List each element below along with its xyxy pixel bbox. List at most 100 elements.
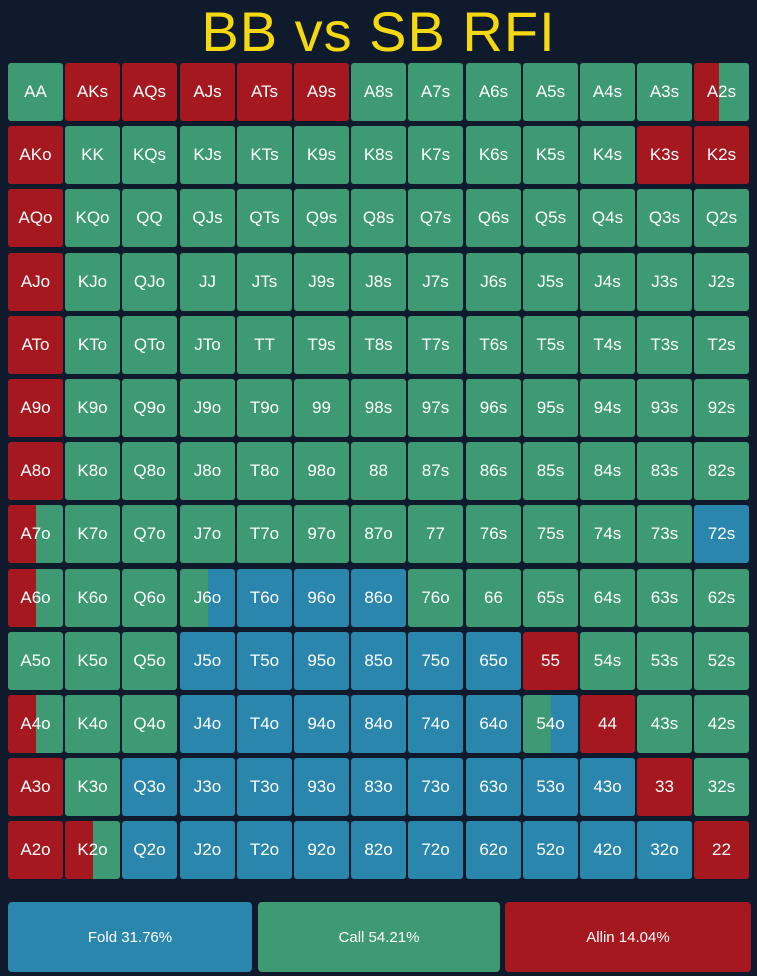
hand-cell-A4o[interactable]: A4o — [8, 695, 63, 753]
hand-cell-T4s[interactable]: T4s — [580, 316, 635, 374]
hand-cell-K4o[interactable]: K4o — [65, 695, 120, 753]
hand-cell-AQs[interactable]: AQs — [122, 63, 177, 121]
hand-cell-77[interactable]: 77 — [408, 505, 463, 563]
hand-cell-T6s[interactable]: T6s — [466, 316, 521, 374]
hand-cell-96o[interactable]: 96o — [294, 569, 349, 627]
hand-cell-A9o[interactable]: A9o — [8, 379, 63, 437]
hand-cell-Q2o[interactable]: Q2o — [122, 821, 177, 879]
hand-cell-J5s[interactable]: J5s — [523, 253, 578, 311]
hand-cell-84o[interactable]: 84o — [351, 695, 406, 753]
hand-cell-TT[interactable]: TT — [237, 316, 292, 374]
hand-cell-95s[interactable]: 95s — [523, 379, 578, 437]
hand-cell-KTs[interactable]: KTs — [237, 126, 292, 184]
hand-cell-K9s[interactable]: K9s — [294, 126, 349, 184]
hand-cell-K2s[interactable]: K2s — [694, 126, 749, 184]
hand-cell-87o[interactable]: 87o — [351, 505, 406, 563]
hand-cell-K2o[interactable]: K2o — [65, 821, 120, 879]
hand-cell-95o[interactable]: 95o — [294, 632, 349, 690]
hand-cell-J8o[interactable]: J8o — [180, 442, 235, 500]
hand-cell-Q2s[interactable]: Q2s — [694, 189, 749, 247]
hand-cell-ATo[interactable]: ATo — [8, 316, 63, 374]
hand-cell-75s[interactable]: 75s — [523, 505, 578, 563]
hand-cell-T2s[interactable]: T2s — [694, 316, 749, 374]
hand-cell-T7s[interactable]: T7s — [408, 316, 463, 374]
hand-cell-K5o[interactable]: K5o — [65, 632, 120, 690]
hand-cell-94s[interactable]: 94s — [580, 379, 635, 437]
hand-cell-Q9s[interactable]: Q9s — [294, 189, 349, 247]
hand-cell-22[interactable]: 22 — [694, 821, 749, 879]
hand-cell-99[interactable]: 99 — [294, 379, 349, 437]
hand-cell-72s[interactable]: 72s — [694, 505, 749, 563]
hand-cell-K8s[interactable]: K8s — [351, 126, 406, 184]
hand-cell-43s[interactable]: 43s — [637, 695, 692, 753]
hand-cell-QTo[interactable]: QTo — [122, 316, 177, 374]
hand-cell-T2o[interactable]: T2o — [237, 821, 292, 879]
hand-cell-J5o[interactable]: J5o — [180, 632, 235, 690]
hand-cell-A8o[interactable]: A8o — [8, 442, 63, 500]
hand-cell-T3s[interactable]: T3s — [637, 316, 692, 374]
hand-cell-85o[interactable]: 85o — [351, 632, 406, 690]
hand-cell-Q3s[interactable]: Q3s — [637, 189, 692, 247]
hand-cell-AJs[interactable]: AJs — [180, 63, 235, 121]
hand-cell-64o[interactable]: 64o — [466, 695, 521, 753]
hand-cell-J7s[interactable]: J7s — [408, 253, 463, 311]
hand-cell-A7s[interactable]: A7s — [408, 63, 463, 121]
hand-cell-QQ[interactable]: QQ — [122, 189, 177, 247]
hand-cell-Q8s[interactable]: Q8s — [351, 189, 406, 247]
hand-cell-KQo[interactable]: KQo — [65, 189, 120, 247]
hand-cell-52o[interactable]: 52o — [523, 821, 578, 879]
hand-cell-K3o[interactable]: K3o — [65, 758, 120, 816]
hand-cell-K5s[interactable]: K5s — [523, 126, 578, 184]
hand-cell-JTo[interactable]: JTo — [180, 316, 235, 374]
hand-cell-53s[interactable]: 53s — [637, 632, 692, 690]
hand-cell-93s[interactable]: 93s — [637, 379, 692, 437]
hand-cell-T8s[interactable]: T8s — [351, 316, 406, 374]
hand-cell-AKs[interactable]: AKs — [65, 63, 120, 121]
hand-cell-Q9o[interactable]: Q9o — [122, 379, 177, 437]
hand-cell-65o[interactable]: 65o — [466, 632, 521, 690]
hand-cell-33[interactable]: 33 — [637, 758, 692, 816]
hand-cell-T8o[interactable]: T8o — [237, 442, 292, 500]
hand-cell-44[interactable]: 44 — [580, 695, 635, 753]
hand-cell-63o[interactable]: 63o — [466, 758, 521, 816]
hand-cell-Q7s[interactable]: Q7s — [408, 189, 463, 247]
hand-cell-96s[interactable]: 96s — [466, 379, 521, 437]
hand-cell-A3o[interactable]: A3o — [8, 758, 63, 816]
hand-cell-KJs[interactable]: KJs — [180, 126, 235, 184]
hand-cell-76o[interactable]: 76o — [408, 569, 463, 627]
hand-cell-J4s[interactable]: J4s — [580, 253, 635, 311]
hand-cell-73o[interactable]: 73o — [408, 758, 463, 816]
hand-cell-K4s[interactable]: K4s — [580, 126, 635, 184]
hand-cell-T5s[interactable]: T5s — [523, 316, 578, 374]
hand-cell-A9s[interactable]: A9s — [294, 63, 349, 121]
hand-cell-87s[interactable]: 87s — [408, 442, 463, 500]
hand-cell-KQs[interactable]: KQs — [122, 126, 177, 184]
hand-cell-74s[interactable]: 74s — [580, 505, 635, 563]
hand-cell-76s[interactable]: 76s — [466, 505, 521, 563]
hand-cell-KK[interactable]: KK — [65, 126, 120, 184]
hand-cell-Q6o[interactable]: Q6o — [122, 569, 177, 627]
hand-cell-Q5s[interactable]: Q5s — [523, 189, 578, 247]
hand-cell-Q5o[interactable]: Q5o — [122, 632, 177, 690]
hand-cell-J2o[interactable]: J2o — [180, 821, 235, 879]
hand-cell-A5o[interactable]: A5o — [8, 632, 63, 690]
hand-cell-T7o[interactable]: T7o — [237, 505, 292, 563]
hand-cell-92s[interactable]: 92s — [694, 379, 749, 437]
hand-cell-84s[interactable]: 84s — [580, 442, 635, 500]
hand-cell-A4s[interactable]: A4s — [580, 63, 635, 121]
hand-cell-J7o[interactable]: J7o — [180, 505, 235, 563]
hand-cell-Q4s[interactable]: Q4s — [580, 189, 635, 247]
hand-cell-92o[interactable]: 92o — [294, 821, 349, 879]
hand-cell-98s[interactable]: 98s — [351, 379, 406, 437]
hand-cell-52s[interactable]: 52s — [694, 632, 749, 690]
hand-cell-T5o[interactable]: T5o — [237, 632, 292, 690]
hand-cell-32o[interactable]: 32o — [637, 821, 692, 879]
hand-cell-JTs[interactable]: JTs — [237, 253, 292, 311]
hand-cell-Q4o[interactable]: Q4o — [122, 695, 177, 753]
hand-cell-T9s[interactable]: T9s — [294, 316, 349, 374]
hand-cell-J3s[interactable]: J3s — [637, 253, 692, 311]
hand-cell-A6s[interactable]: A6s — [466, 63, 521, 121]
hand-cell-AJo[interactable]: AJo — [8, 253, 63, 311]
hand-cell-A5s[interactable]: A5s — [523, 63, 578, 121]
hand-cell-A6o[interactable]: A6o — [8, 569, 63, 627]
